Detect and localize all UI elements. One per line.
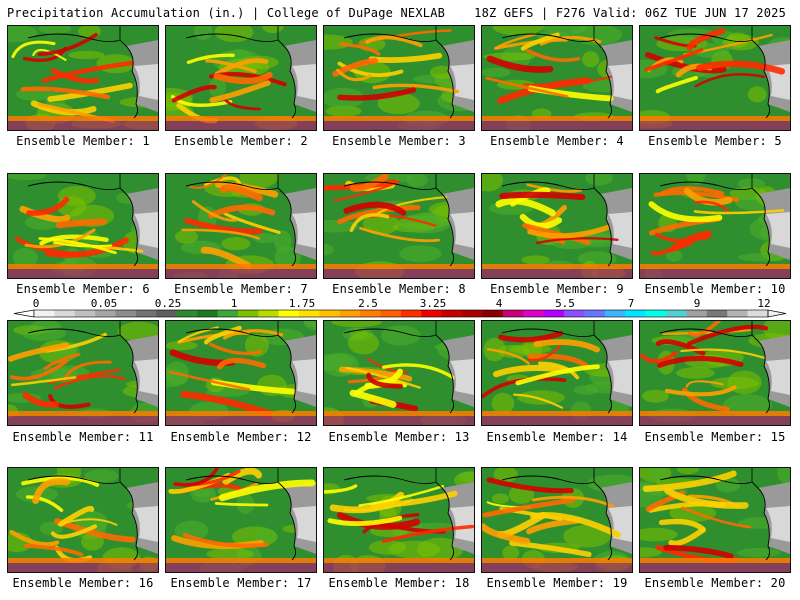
ensemble-member-map bbox=[639, 467, 791, 573]
colorbar-segment bbox=[523, 310, 545, 317]
colorbar-segment bbox=[441, 310, 463, 317]
precipitation-colorbar bbox=[13, 309, 787, 318]
ensemble-member-label: Ensemble Member: 9 bbox=[490, 282, 624, 296]
ensemble-member-map bbox=[639, 320, 791, 426]
ensemble-member-map bbox=[7, 467, 159, 573]
ensemble-member-label: Ensemble Member: 2 bbox=[174, 134, 308, 148]
ensemble-member-map bbox=[7, 173, 159, 279]
colorbar-segment bbox=[319, 310, 341, 317]
colorbar-segment bbox=[176, 310, 198, 317]
ensemble-member-label: Ensemble Member: 4 bbox=[490, 134, 624, 148]
ensemble-member-map bbox=[7, 25, 159, 131]
colorbar-segment bbox=[462, 310, 483, 317]
colorbar-tick-label: 3.25 bbox=[419, 297, 447, 310]
colorbar-segment bbox=[95, 310, 116, 317]
colorbar-segment bbox=[727, 310, 749, 317]
ensemble-member-map bbox=[639, 25, 791, 131]
ensemble-member-label: Ensemble Member: 5 bbox=[648, 134, 782, 148]
ensemble-member-label: Ensemble Member: 14 bbox=[486, 430, 628, 444]
colorbar-segment bbox=[625, 310, 647, 317]
colorbar-segment bbox=[115, 310, 137, 317]
colorbar-segment bbox=[258, 310, 280, 317]
colorbar-segment bbox=[584, 310, 606, 317]
colorbar-segment bbox=[54, 310, 76, 317]
colorbar-segment bbox=[278, 310, 300, 317]
colorbar-segment bbox=[237, 310, 259, 317]
colorbar-segment bbox=[666, 310, 687, 317]
colorbar-segment bbox=[645, 310, 667, 317]
colorbar-segment bbox=[543, 310, 565, 317]
colorbar-max-arrow bbox=[767, 309, 787, 318]
ensemble-member-label: Ensemble Member: 15 bbox=[644, 430, 786, 444]
ensemble-member-label: Ensemble Member: 8 bbox=[332, 282, 466, 296]
ensemble-member-label: Ensemble Member: 3 bbox=[332, 134, 466, 148]
ensemble-member-map bbox=[323, 173, 475, 279]
ensemble-member-label: Ensemble Member: 7 bbox=[174, 282, 308, 296]
ensemble-member-label: Ensemble Member: 1 bbox=[16, 134, 150, 148]
colorbar-segment bbox=[135, 310, 157, 317]
colorbar-segment bbox=[564, 310, 585, 317]
ensemble-member-label: Ensemble Member: 20 bbox=[644, 576, 786, 590]
colorbar-segment bbox=[34, 310, 55, 317]
colorbar-segment bbox=[706, 310, 728, 317]
colorbar-tick-label: 2.5 bbox=[358, 297, 378, 310]
colorbar-tick-label: 0.05 bbox=[90, 297, 118, 310]
ensemble-member-label: Ensemble Member: 12 bbox=[170, 430, 312, 444]
colorbar-tick-label: 1.75 bbox=[288, 297, 316, 310]
ensemble-member-map bbox=[323, 25, 475, 131]
colorbar-segment bbox=[339, 310, 361, 317]
colorbar-segment bbox=[401, 310, 422, 317]
colorbar-segment bbox=[686, 310, 708, 317]
colorbar-segment bbox=[156, 310, 178, 317]
colorbar-segment bbox=[299, 310, 320, 317]
ensemble-member-map bbox=[481, 25, 633, 131]
colorbar-tick-label: 0.25 bbox=[154, 297, 182, 310]
ensemble-member-map bbox=[7, 320, 159, 426]
colorbar-tick-label: 7 bbox=[627, 297, 635, 310]
model-run-info: 18Z GEFS | F276 Valid: 06Z TUE JUN 17 20… bbox=[474, 6, 786, 20]
ensemble-member-map bbox=[323, 467, 475, 573]
colorbar-tick-label: 0 bbox=[32, 297, 40, 310]
colorbar-tick-label: 4 bbox=[495, 297, 503, 310]
ensemble-member-map bbox=[481, 467, 633, 573]
colorbar-segment bbox=[604, 310, 626, 317]
colorbar-segment bbox=[421, 310, 443, 317]
colorbar-segment bbox=[74, 310, 96, 317]
colorbar-tick-label: 5.5 bbox=[555, 297, 575, 310]
map-title: Precipitation Accumulation (in.) | Colle… bbox=[7, 6, 446, 20]
ensemble-member-map bbox=[165, 173, 317, 279]
colorbar-segment bbox=[380, 310, 402, 317]
colorbar-tick-label: 12 bbox=[757, 297, 771, 310]
ensemble-member-label: Ensemble Member: 13 bbox=[328, 430, 470, 444]
ensemble-member-map bbox=[323, 320, 475, 426]
ensemble-member-label: Ensemble Member: 18 bbox=[328, 576, 470, 590]
colorbar-segment bbox=[502, 310, 524, 317]
ensemble-member-map bbox=[639, 173, 791, 279]
ensemble-member-label: Ensemble Member: 19 bbox=[486, 576, 628, 590]
colorbar-tick-label: 9 bbox=[693, 297, 701, 310]
colorbar-segment bbox=[197, 310, 218, 317]
colorbar-segment bbox=[360, 310, 382, 317]
ensemble-member-label: Ensemble Member: 6 bbox=[16, 282, 150, 296]
colorbar-segment bbox=[217, 310, 239, 317]
ensemble-member-map bbox=[165, 25, 317, 131]
ensemble-member-label: Ensemble Member: 11 bbox=[12, 430, 154, 444]
ensemble-member-map bbox=[165, 467, 317, 573]
colorbar-min-arrow bbox=[13, 309, 35, 318]
ensemble-member-label: Ensemble Member: 16 bbox=[12, 576, 154, 590]
ensemble-member-map bbox=[165, 320, 317, 426]
colorbar-segment bbox=[747, 310, 769, 317]
ensemble-member-map bbox=[481, 320, 633, 426]
colorbar-tick-label: 1 bbox=[230, 297, 238, 310]
ensemble-member-label: Ensemble Member: 10 bbox=[644, 282, 786, 296]
ensemble-member-map bbox=[481, 173, 633, 279]
ensemble-member-label: Ensemble Member: 17 bbox=[170, 576, 312, 590]
colorbar-segment bbox=[482, 310, 504, 317]
